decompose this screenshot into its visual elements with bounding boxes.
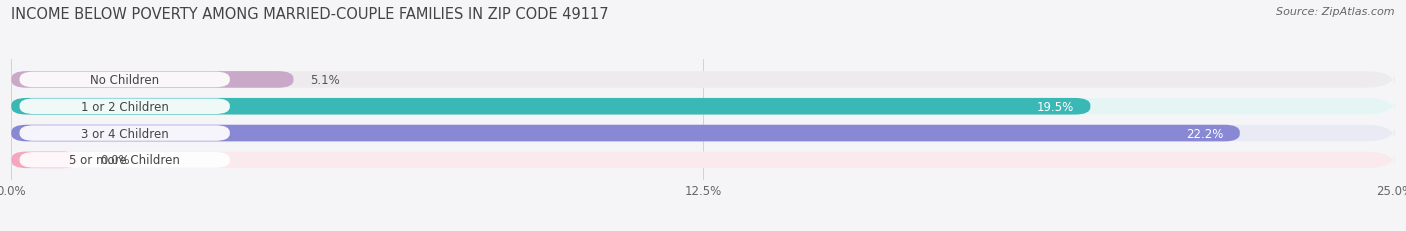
FancyBboxPatch shape (11, 152, 77, 168)
Text: 3 or 4 Children: 3 or 4 Children (80, 127, 169, 140)
FancyBboxPatch shape (11, 152, 1395, 168)
FancyBboxPatch shape (11, 125, 1395, 142)
Text: No Children: No Children (90, 74, 159, 87)
FancyBboxPatch shape (11, 72, 294, 88)
FancyBboxPatch shape (11, 98, 1091, 115)
FancyBboxPatch shape (20, 72, 229, 88)
FancyBboxPatch shape (20, 99, 229, 115)
Text: 5.1%: 5.1% (311, 74, 340, 87)
Text: 22.2%: 22.2% (1185, 127, 1223, 140)
FancyBboxPatch shape (11, 98, 1395, 115)
Text: 5 or more Children: 5 or more Children (69, 154, 180, 167)
Text: Source: ZipAtlas.com: Source: ZipAtlas.com (1277, 7, 1395, 17)
FancyBboxPatch shape (20, 126, 229, 141)
Text: 1 or 2 Children: 1 or 2 Children (80, 100, 169, 113)
Text: INCOME BELOW POVERTY AMONG MARRIED-COUPLE FAMILIES IN ZIP CODE 49117: INCOME BELOW POVERTY AMONG MARRIED-COUPL… (11, 7, 609, 22)
FancyBboxPatch shape (20, 152, 229, 168)
FancyBboxPatch shape (11, 125, 1240, 142)
Text: 19.5%: 19.5% (1036, 100, 1074, 113)
Text: 0.0%: 0.0% (100, 154, 129, 167)
FancyBboxPatch shape (11, 72, 1395, 88)
